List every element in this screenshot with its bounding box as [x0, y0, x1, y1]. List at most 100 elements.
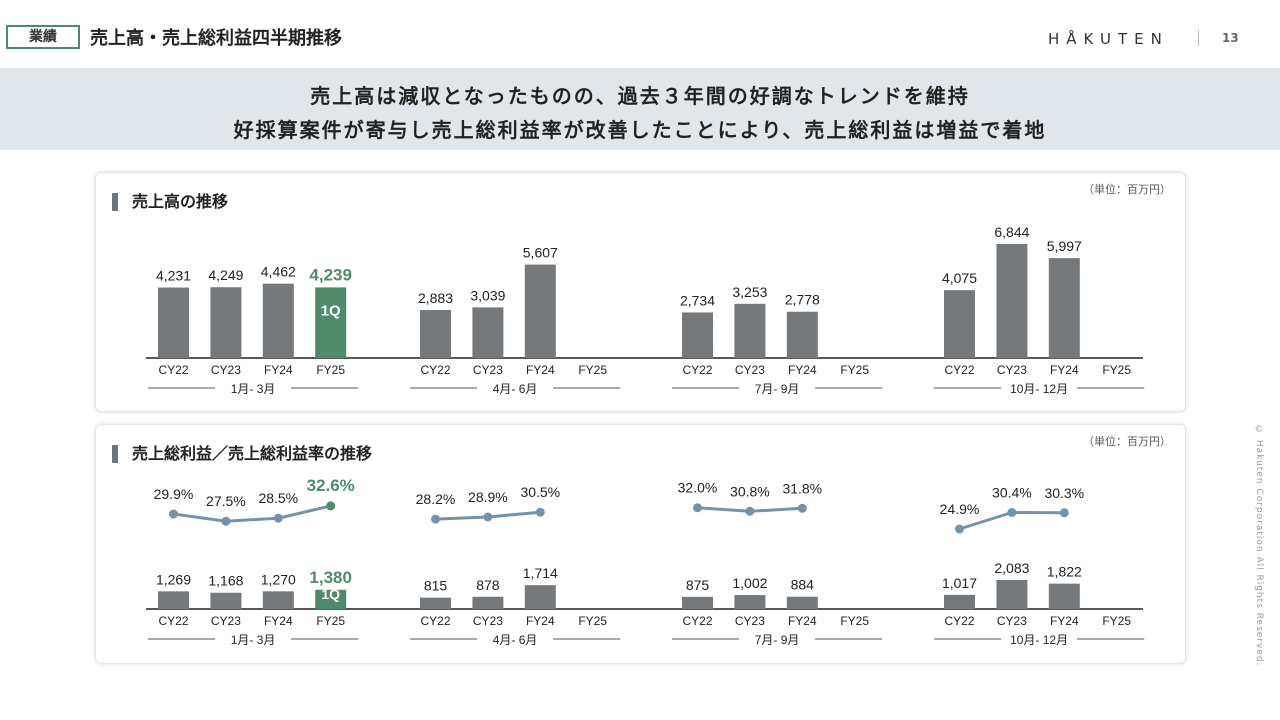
rate-value-label: 30.5%: [520, 484, 560, 500]
x-tick-label: CY23: [211, 363, 241, 377]
x-tick-label: CY22: [944, 614, 974, 628]
summary-line-1: 売上高は減収となったものの、過去３年間の好調なトレンドを維持: [310, 84, 970, 108]
bar-value-label: 1,002: [732, 575, 767, 591]
quarter-badge: 1Q: [321, 302, 341, 319]
page-number: 13: [1222, 31, 1239, 45]
rate-value-label: 28.5%: [258, 490, 298, 506]
bar-value-label: 875: [686, 577, 710, 593]
bar-value-label: 4,462: [261, 264, 296, 280]
bar-value-label: 5,607: [523, 245, 558, 261]
bar-value-label: 3,039: [470, 287, 505, 303]
x-tick-label: FY24: [526, 614, 555, 628]
bar: [1048, 583, 1080, 609]
x-tick-label: FY25: [840, 614, 869, 628]
bar-value-label: 6,844: [994, 224, 1029, 240]
highlight-bar: [315, 589, 347, 609]
bar: [524, 264, 556, 358]
rate-point: [221, 516, 231, 526]
x-tick-label: FY24: [264, 614, 293, 628]
rate-point: [273, 513, 283, 523]
quarter-badge: 1Q: [321, 586, 340, 602]
summary-banner: 売上高は減収となったものの、過去３年間の好調なトレンドを維持 好採算案件が寄与し…: [0, 68, 1280, 150]
highlight-bar: [315, 287, 347, 358]
gross-profit-panel-title: 売上総利益／売上総利益率の推移: [112, 445, 372, 463]
group-label: 7月- 9月: [755, 633, 800, 647]
bar-value-label: 4,249: [208, 267, 243, 283]
x-tick-label: CY22: [944, 363, 974, 377]
gross-profit-unit-label: （単位：百万円）: [1083, 435, 1171, 448]
group-label: 10月- 12月: [1010, 633, 1068, 647]
bar-value-label: 5,997: [1047, 238, 1082, 254]
bar: [1048, 258, 1080, 358]
rate-value-label: 28.9%: [468, 489, 508, 505]
rate-point: [431, 514, 440, 524]
bar-value-label: 815: [424, 578, 448, 594]
bar: [262, 591, 294, 609]
header-divider: [1198, 30, 1199, 46]
bar-value-label: 4,239: [309, 265, 352, 284]
rate-value-label: 27.5%: [206, 493, 246, 509]
bar: [786, 311, 818, 358]
bar: [682, 596, 713, 609]
rate-point: [797, 503, 807, 513]
x-tick-label: CY22: [682, 363, 712, 377]
bar-value-label: 1,714: [523, 565, 558, 581]
group-label: 1月- 3月: [231, 382, 276, 396]
bar-value-label: 2,883: [418, 290, 453, 306]
x-tick-label: FY25: [316, 614, 345, 628]
x-tick-label: FY25: [578, 614, 607, 628]
bar: [944, 594, 975, 609]
bar: [524, 585, 556, 609]
rate-value-label: 31.8%: [782, 480, 822, 496]
x-tick-label: CY22: [158, 363, 188, 377]
x-tick-label: CY23: [211, 614, 241, 628]
x-tick-label: CY23: [473, 363, 503, 377]
x-tick-label: FY24: [526, 363, 555, 377]
x-tick-label: FY24: [264, 363, 293, 377]
bar-value-label: 1,269: [156, 571, 191, 587]
bar: [420, 309, 451, 358]
copyright-notice: © Hakuten Corporation All Rights Reserve…: [1254, 425, 1264, 667]
bar: [734, 303, 766, 358]
x-tick-label: CY23: [997, 363, 1027, 377]
bar: [420, 597, 451, 609]
rate-point: [483, 512, 493, 522]
bar: [944, 290, 975, 358]
rate-value-label: 29.9%: [154, 486, 194, 502]
bar: [210, 287, 242, 358]
bar: [210, 592, 242, 609]
rate-point: [745, 506, 755, 516]
x-tick-label: FY24: [788, 614, 817, 628]
bar-value-label: 2,083: [994, 560, 1029, 576]
sales-unit-label: （単位：百万円）: [1083, 183, 1171, 196]
bar-value-label: 1,017: [942, 575, 977, 591]
bar: [262, 283, 294, 358]
rate-value-label: 24.9%: [940, 501, 980, 517]
rate-value-label: 30.8%: [730, 483, 770, 499]
rate-point: [1059, 508, 1069, 518]
x-tick-label: FY25: [578, 363, 607, 377]
summary-line-2: 好採算案件が寄与し売上総利益率が改善したことにより、売上総利益は増益で着地: [233, 118, 1047, 142]
x-tick-label: FY25: [316, 363, 345, 377]
bar-value-label: 2,734: [680, 292, 715, 308]
bar-value-label: 4,075: [942, 270, 977, 286]
x-tick-label: FY24: [788, 363, 817, 377]
x-tick-label: CY22: [682, 614, 712, 628]
bar-value-label: 2,778: [785, 292, 820, 308]
bar-value-label: 1,270: [261, 571, 296, 587]
highlight-rate-point: [326, 501, 336, 511]
bar-value-label: 1,380: [309, 568, 352, 587]
group-label: 1月- 3月: [231, 633, 276, 647]
rate-value-label: 30.3%: [1044, 485, 1084, 501]
section-tag: 業績: [6, 25, 80, 49]
rate-line: [173, 504, 332, 523]
bar: [472, 596, 504, 609]
rate-point: [169, 509, 178, 519]
bar-value-label: 878: [476, 577, 500, 593]
bar: [472, 307, 504, 358]
sales-chart: CY22 CY23 FY24 FY25 1月- 3月 CY22 CY23 FY24 FY25 4月…: [146, 224, 1145, 396]
x-tick-label: FY25: [840, 363, 869, 377]
bar: [996, 580, 1028, 609]
group-label: 7月- 9月: [755, 382, 800, 396]
x-tick-label: CY22: [420, 363, 450, 377]
